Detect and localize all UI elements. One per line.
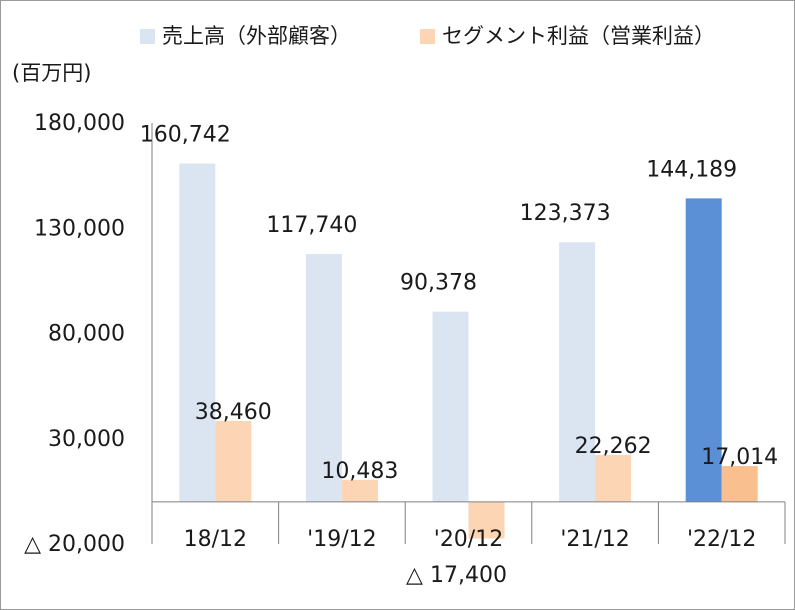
bar-segment-profit [721, 466, 758, 502]
bar-segment-profit [595, 455, 632, 502]
unit-label: (百万円) [12, 61, 91, 85]
y-tick-label: 180,000 [34, 111, 125, 136]
data-label-sales: 123,373 [520, 201, 611, 226]
y-tick-label: 80,000 [48, 322, 125, 347]
bar-sales [685, 198, 722, 502]
bars [179, 163, 758, 539]
x-tick-label: 18/12 [184, 527, 247, 552]
data-label-sales: 144,189 [646, 157, 737, 182]
y-axis-ticks: △ 20,000 30,000 80,000 130,000 180,000 [24, 111, 125, 557]
data-label-sales: 90,378 [400, 271, 477, 296]
data-label-segment-profit: △ 17,400 [406, 563, 507, 588]
axes [151, 123, 786, 544]
legend-swatch-sales [140, 29, 155, 44]
bar-sales [305, 254, 342, 502]
bar-sales [179, 163, 216, 502]
x-tick-label: '22/12 [687, 527, 756, 552]
y-tick-label: △ 20,000 [24, 532, 125, 557]
bar-sales [559, 242, 596, 502]
bar-segment-profit [468, 501, 505, 539]
y-tick-label: 130,000 [34, 216, 125, 241]
bar-sales [432, 311, 469, 502]
legend-label-segment-profit: セグメント利益（営業利益） [442, 24, 715, 48]
x-tick-label: '20/12 [434, 527, 503, 552]
data-label-segment-profit: 38,460 [195, 400, 272, 425]
value-labels: 160,742 38,460 117,740 10,483 90,378 △ 17,400… [140, 123, 778, 588]
legend-label-sales: 売上高（外部顧客） [162, 24, 351, 48]
bar-segment-profit [341, 479, 378, 502]
x-tick-label: '19/12 [307, 527, 376, 552]
data-label-sales: 117,740 [266, 213, 357, 238]
y-tick-label: 30,000 [48, 427, 125, 452]
bar-segment-profit [215, 420, 252, 502]
category-labels: 18/12 '19/12 '20/12 '21/12 '22/12 [184, 527, 757, 552]
data-label-sales: 160,742 [140, 123, 231, 148]
data-label-segment-profit: 17,014 [701, 445, 778, 470]
data-label-segment-profit: 22,262 [575, 434, 652, 459]
legend: 売上高（外部顧客） セグメント利益（営業利益） [140, 24, 715, 48]
legend-swatch-segment-profit [420, 29, 435, 44]
x-tick-label: '21/12 [560, 527, 629, 552]
data-label-segment-profit: 10,483 [321, 459, 398, 484]
